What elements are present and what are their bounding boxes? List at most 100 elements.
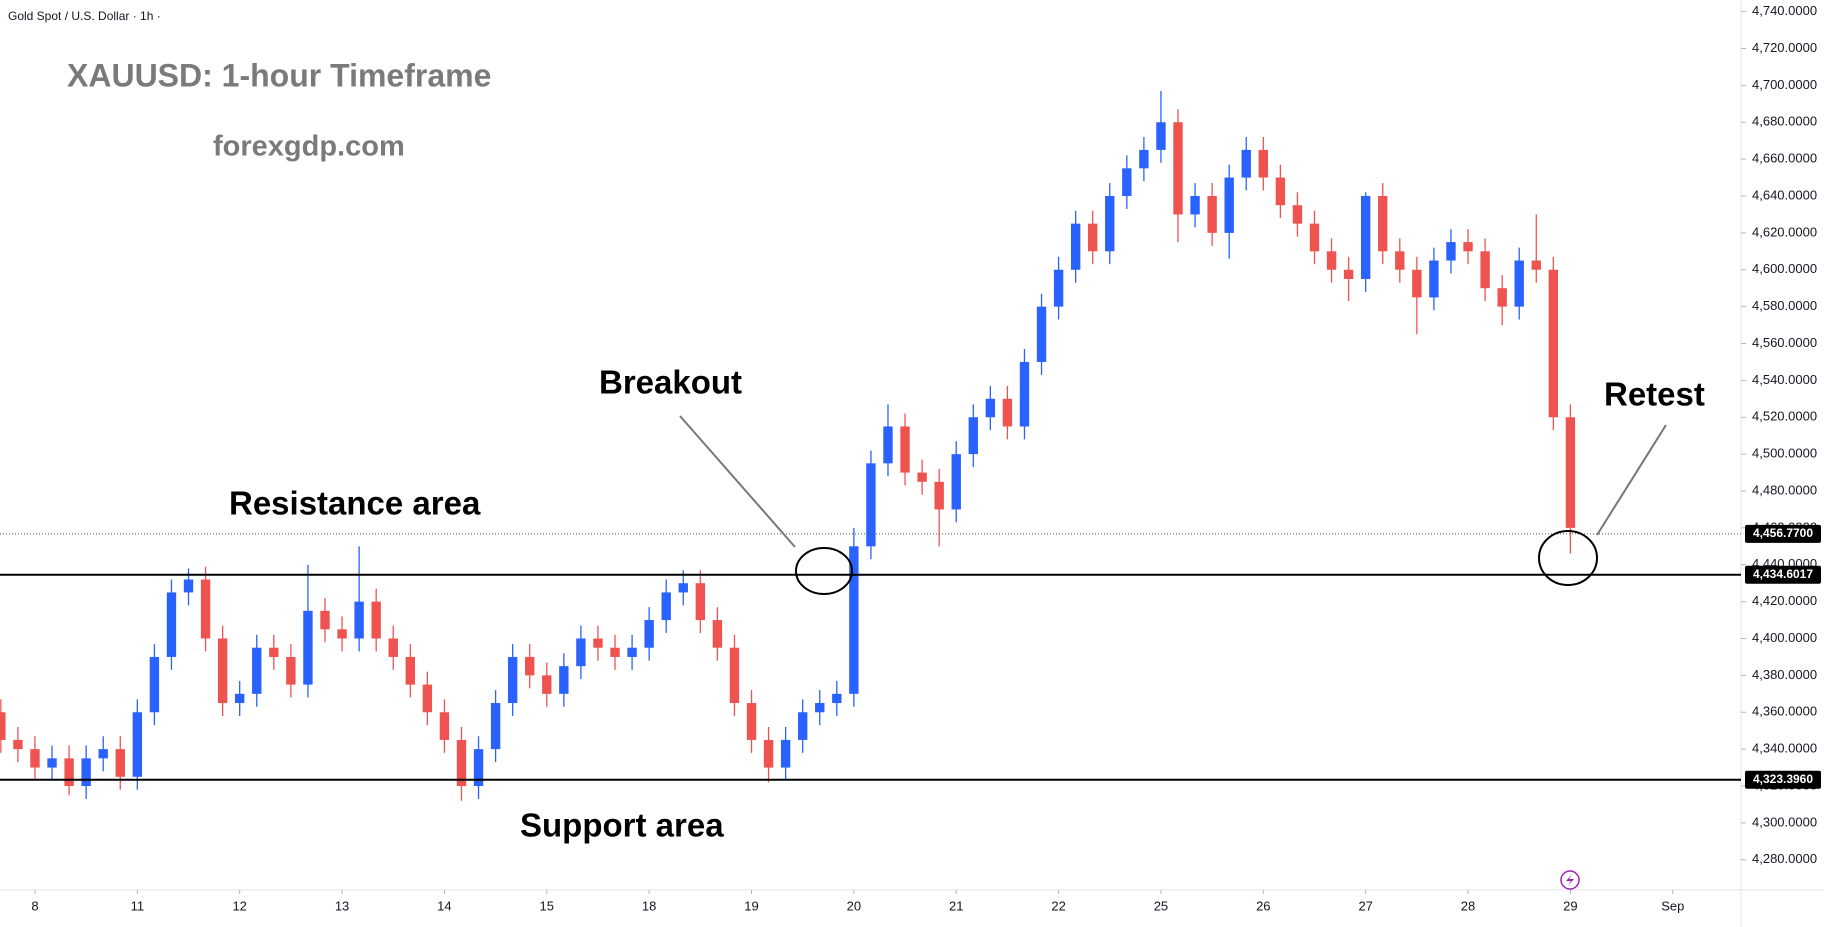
level-label: 4,434.6017 xyxy=(1753,567,1813,581)
breakout-arrow xyxy=(679,415,796,548)
candle-body xyxy=(1548,269,1559,418)
candle-body xyxy=(439,712,450,740)
candle-body xyxy=(1122,168,1132,196)
candle-body xyxy=(951,454,961,510)
x-tick-label: 19 xyxy=(744,898,758,913)
last-price-label: 4,456.7700 xyxy=(1753,526,1813,540)
candle-body xyxy=(115,749,125,777)
candle-body xyxy=(149,656,160,713)
candle-body xyxy=(1565,417,1576,528)
x-tick-label: 15 xyxy=(540,898,554,913)
candle-body xyxy=(1275,177,1286,206)
candle-body xyxy=(456,739,467,787)
candle-body xyxy=(661,592,671,621)
candle-body xyxy=(1053,269,1064,307)
x-tick-label: Sep xyxy=(1661,898,1684,913)
candle-body xyxy=(166,592,177,657)
x-tick-label: 8 xyxy=(31,898,38,913)
candle-body xyxy=(1139,149,1149,169)
candle-body xyxy=(1292,205,1303,224)
candle-body xyxy=(1412,269,1422,298)
event-icon[interactable] xyxy=(1560,870,1580,890)
y-tick-label: 4,680.0000 xyxy=(1752,114,1817,129)
level-box xyxy=(1745,565,1821,584)
y-tick-label: 4,420.0000 xyxy=(1752,593,1817,608)
y-tick-label: 4,280.0000 xyxy=(1752,851,1817,866)
candle-body xyxy=(729,647,740,704)
candle-body xyxy=(1105,195,1115,252)
y-tick-label: 4,380.0000 xyxy=(1752,667,1817,682)
candle-body xyxy=(183,579,194,593)
candle-body xyxy=(252,647,262,694)
candle-body xyxy=(1036,306,1047,362)
candle-body xyxy=(490,703,501,750)
x-tick-label: 22 xyxy=(1051,898,1065,913)
retest-arrow xyxy=(1596,424,1667,536)
candle-body xyxy=(1156,122,1166,150)
candle-body xyxy=(712,620,723,648)
candle-body xyxy=(371,601,381,639)
y-tick-label: 4,520.0000 xyxy=(1752,409,1817,424)
candle-body xyxy=(1514,260,1524,307)
candle-body xyxy=(337,629,347,639)
candle-body xyxy=(1190,195,1200,215)
candle-body xyxy=(1497,288,1507,307)
candle-body xyxy=(1429,260,1439,298)
candle-body xyxy=(695,583,706,621)
candle-body xyxy=(1378,195,1388,252)
candle-body xyxy=(1395,251,1405,270)
x-tick-label: 26 xyxy=(1256,898,1270,913)
y-tick-label: 4,560.0000 xyxy=(1752,335,1817,350)
candle-body xyxy=(1343,269,1354,279)
candle-body xyxy=(1309,223,1320,252)
symbol-header: Gold Spot / U.S. Dollar · 1h · xyxy=(8,9,161,23)
candle-body xyxy=(797,712,808,740)
breakout-circle xyxy=(795,547,853,595)
x-tick-label: 20 xyxy=(847,898,861,913)
candle-body xyxy=(593,638,603,648)
level-label: 4,323.3960 xyxy=(1753,772,1813,786)
candle-body xyxy=(473,749,484,787)
candle-body xyxy=(98,749,108,759)
candle-body xyxy=(763,739,774,768)
candle-body xyxy=(866,463,876,547)
x-tick-label: 11 xyxy=(131,898,145,913)
candle-body xyxy=(1207,195,1217,233)
candle-body xyxy=(917,472,927,482)
candle-body xyxy=(1070,223,1081,270)
x-tick-label: 12 xyxy=(232,898,246,913)
candle-body xyxy=(1088,223,1098,252)
candle-body xyxy=(627,647,637,657)
y-tick-label: 4,660.0000 xyxy=(1752,151,1817,166)
candle-body xyxy=(985,398,996,418)
candle-body xyxy=(81,758,91,787)
y-tick-label: 4,540.0000 xyxy=(1752,372,1817,387)
candle-body xyxy=(849,546,859,694)
candle-body xyxy=(405,656,415,685)
y-tick-label: 4,640.0000 xyxy=(1752,187,1817,202)
last-price-box xyxy=(1745,524,1821,543)
candle-body xyxy=(525,656,535,676)
annotation: Support area xyxy=(520,807,724,844)
candle-body xyxy=(1446,242,1456,261)
y-tick-label: 4,500.0000 xyxy=(1752,446,1817,461)
candle-body xyxy=(1173,122,1183,215)
candle-body xyxy=(30,749,40,768)
annotation: Breakout xyxy=(599,364,742,401)
candle-body xyxy=(1360,195,1371,279)
candle-body xyxy=(1019,361,1030,427)
y-tick-label: 4,740.0000 xyxy=(1752,3,1817,18)
candle-body xyxy=(815,703,825,713)
candle-body xyxy=(132,712,143,777)
candle-body xyxy=(678,583,688,593)
candle-body xyxy=(1224,177,1234,233)
candle-body xyxy=(559,666,569,694)
x-tick-label: 29 xyxy=(1563,898,1577,913)
candle-body xyxy=(286,656,296,685)
candle-body xyxy=(610,647,620,657)
candle-body xyxy=(1480,251,1490,289)
watermark: forexgdp.com xyxy=(213,131,405,163)
plot xyxy=(0,90,1741,801)
candle-body xyxy=(47,758,57,768)
